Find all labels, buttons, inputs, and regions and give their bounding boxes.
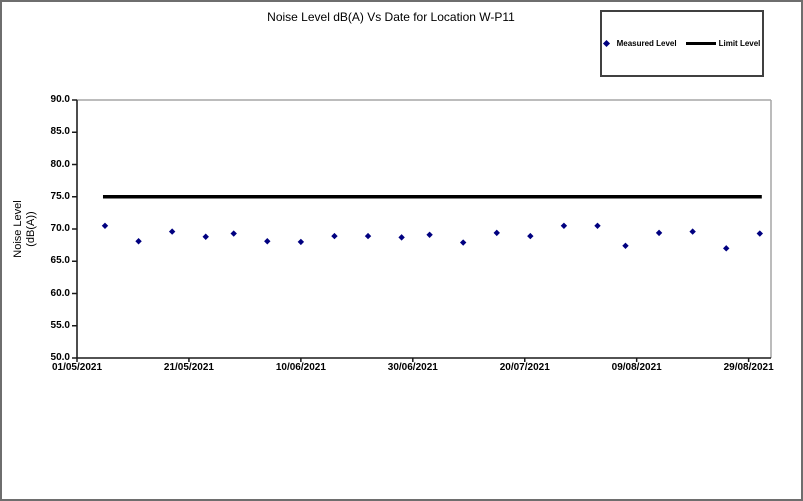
y-tick-label: 85.0 xyxy=(50,126,70,138)
measured-point xyxy=(622,242,629,249)
measured-point xyxy=(264,238,271,245)
measured-point xyxy=(297,238,305,246)
measured-point xyxy=(527,232,534,240)
measured-point xyxy=(202,233,209,240)
measured-point xyxy=(560,222,568,229)
y-tick-label: 70.0 xyxy=(50,223,70,234)
measured-point xyxy=(398,234,405,241)
legend: Measured Level Limit Level xyxy=(600,10,764,77)
x-tick-label: 29/08/2021 xyxy=(723,362,774,373)
measured-point xyxy=(756,230,764,237)
y-tick-label: 75.0 xyxy=(50,190,70,202)
measured-point xyxy=(230,230,237,237)
measured-point xyxy=(493,229,500,237)
x-tick-label: 20/07/2021 xyxy=(499,362,550,373)
measured-point xyxy=(364,232,372,240)
measured-point xyxy=(168,228,176,235)
y-tick-label: 50.0 xyxy=(50,352,70,363)
y-tick-label: 60.0 xyxy=(50,287,70,299)
measured-point xyxy=(135,238,142,245)
limit-line-icon xyxy=(685,42,716,45)
measured-point xyxy=(426,231,433,239)
measured-point xyxy=(594,222,601,229)
measured-point xyxy=(459,239,467,246)
measured-point xyxy=(689,228,696,235)
measured-point xyxy=(655,229,663,237)
legend-label-limit: Limit Level xyxy=(718,39,761,48)
y-tick-label: 80.0 xyxy=(50,158,70,170)
x-tick-label: 10/06/2021 xyxy=(275,362,326,373)
x-tick-label: 09/08/2021 xyxy=(611,362,662,373)
y-tick-label: 65.0 xyxy=(50,255,70,267)
y-tick-label: 90.0 xyxy=(50,94,70,105)
measured-point xyxy=(331,232,338,240)
chart-title: Noise Level dB(A) Vs Date for Location W… xyxy=(267,10,515,24)
x-tick-label: 01/05/2021 xyxy=(51,362,103,373)
y-tick-label: 55.0 xyxy=(50,319,70,331)
x-tick-label: 21/05/2021 xyxy=(163,362,214,373)
x-tick-label: 30/06/2021 xyxy=(387,362,438,373)
measured-point xyxy=(723,245,730,252)
measured-point xyxy=(101,222,109,229)
legend-label-measured: Measured Level xyxy=(616,39,677,48)
